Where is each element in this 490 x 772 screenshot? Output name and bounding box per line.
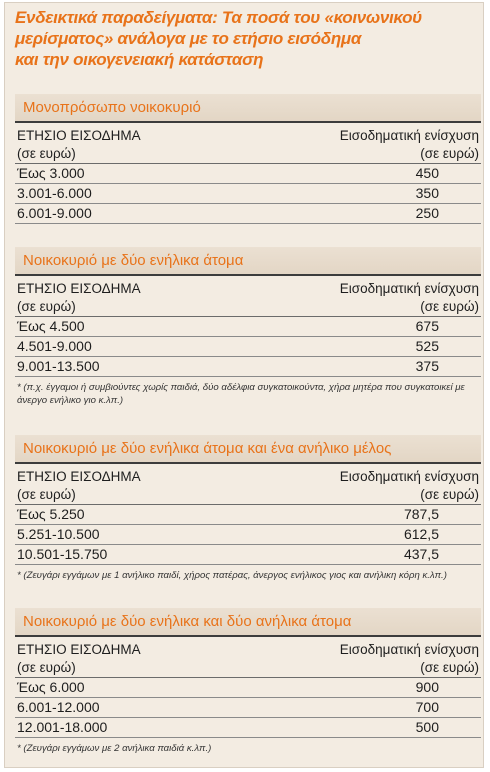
support-unit-label: (σε ευρώ) [420, 146, 479, 161]
support-unit-label: (σε ευρώ) [420, 660, 479, 675]
footnote: * (π.χ. έγγαμοι ή συμβιούντες χωρίς παιδ… [17, 382, 465, 406]
amount-cell: 375 [415, 358, 439, 374]
support-unit-label: (σε ευρώ) [420, 487, 479, 502]
amount-cell: 450 [415, 165, 439, 181]
column-header: ΕΤΗΣΙΟ ΕΙΣΟΔΗΜΑ (σε ευρώ) Εισοδηματική ε… [15, 123, 481, 163]
amount-cell: 675 [415, 318, 439, 334]
income-cell: 6.001-9.000 [17, 205, 92, 221]
income-column-label: ΕΤΗΣΙΟ ΕΙΣΟΔΗΜΑ [17, 128, 141, 143]
income-cell: 6.001-12.000 [17, 699, 100, 715]
infographic-frame: Ενδεικτικά παραδείγματα: Τα ποσά του «κο… [4, 2, 484, 768]
income-cell: 5.251-10.500 [17, 526, 100, 542]
table-row: 10.501-15.750 437,5 [15, 545, 481, 565]
section-heading: Μονοπρόσωπο νοικοκυριό [15, 94, 481, 123]
title-line: Ενδεικτικά παραδείγματα: Τα ποσά του «κο… [15, 8, 422, 27]
amount-cell: 500 [415, 719, 439, 735]
table-row: 6.001-12.000 700 [15, 698, 481, 718]
section-two-adults-one-minor: Νοικοκυριό με δύο ενήλικα άτομα και ένα … [15, 435, 481, 582]
title-line: μερίσματος» ανάλογα με το ετήσιο εισόδημ… [15, 29, 362, 48]
support-column-label: Εισοδηματική ενίσχυση [339, 281, 479, 296]
income-column-label: ΕΤΗΣΙΟ ΕΙΣΟΔΗΜΑ [17, 642, 141, 657]
table-row: 3.001-6.000 350 [15, 184, 481, 204]
section-heading: Νοικοκυριό με δύο ενήλικα άτομα και ένα … [15, 435, 481, 464]
income-unit-label: (σε ευρώ) [17, 660, 76, 675]
income-column-label: ΕΤΗΣΙΟ ΕΙΣΟΔΗΜΑ [17, 281, 141, 296]
table-row: Έως 5.250 787,5 [15, 505, 481, 525]
income-cell: 3.001-6.000 [17, 185, 92, 201]
table-row: 9.001-13.500 375 [15, 357, 481, 377]
income-unit-label: (σε ευρώ) [17, 299, 76, 314]
amount-cell: 350 [415, 185, 439, 201]
amount-cell: 437,5 [403, 546, 439, 562]
support-column-label: Εισοδηματική ενίσχυση [339, 469, 479, 484]
section-two-adults: Νοικοκυριό με δύο ενήλικα άτομα ΕΤΗΣΙΟ Ε… [15, 247, 481, 407]
amount-cell: 787,5 [403, 506, 439, 522]
income-unit-label: (σε ευρώ) [17, 487, 76, 502]
column-header: ΕΤΗΣΙΟ ΕΙΣΟΔΗΜΑ (σε ευρώ) Εισοδηματική ε… [15, 464, 481, 504]
table-row: 12.001-18.000 500 [15, 718, 481, 738]
table-row: Έως 6.000 900 [15, 678, 481, 698]
income-cell: 12.001-18.000 [17, 719, 108, 735]
income-cell: Έως 6.000 [17, 679, 85, 695]
section-heading: Νοικοκυριό με δύο ενήλικα άτομα [15, 247, 481, 276]
title-line: και την οικογενειακή κατάσταση [15, 50, 264, 69]
amount-cell: 525 [415, 338, 439, 354]
income-column-label: ΕΤΗΣΙΟ ΕΙΣΟΔΗΜΑ [17, 469, 141, 484]
amount-cell: 700 [415, 699, 439, 715]
income-cell: Έως 5.250 [17, 506, 85, 522]
table-row: 6.001-9.000 250 [15, 204, 481, 224]
amount-cell: 612,5 [403, 526, 439, 542]
amount-cell: 250 [415, 205, 439, 221]
amount-cell: 900 [415, 679, 439, 695]
column-header: ΕΤΗΣΙΟ ΕΙΣΟΔΗΜΑ (σε ευρώ) Εισοδηματική ε… [15, 276, 481, 316]
table-rows: Έως 3.000 450 3.001-6.000 350 6.001-9.00… [15, 163, 481, 224]
income-unit-label: (σε ευρώ) [17, 146, 76, 161]
footnote: * (Ζευγάρι εγγάμων με 2 ανήλικα παιδιά κ… [17, 743, 212, 754]
income-cell: Έως 4.500 [17, 318, 85, 334]
page-title: Ενδεικτικά παραδείγματα: Τα ποσά του «κο… [15, 7, 475, 70]
column-header: ΕΤΗΣΙΟ ΕΙΣΟΔΗΜΑ (σε ευρώ) Εισοδηματική ε… [15, 637, 481, 677]
section-two-adults-two-minors: Νοικοκυριό με δύο ενήλικα και δύο ανήλικ… [15, 608, 481, 755]
table-row: Έως 3.000 450 [15, 164, 481, 184]
support-column-label: Εισοδηματική ενίσχυση [339, 128, 479, 143]
section-single-person: Μονοπρόσωπο νοικοκυριό ΕΤΗΣΙΟ ΕΙΣΟΔΗΜΑ (… [15, 94, 481, 224]
table-rows: Έως 5.250 787,5 5.251-10.500 612,5 10.50… [15, 504, 481, 565]
support-column-label: Εισοδηματική ενίσχυση [339, 642, 479, 657]
income-cell: 9.001-13.500 [17, 358, 100, 374]
section-heading: Νοικοκυριό με δύο ενήλικα και δύο ανήλικ… [15, 608, 481, 637]
table-rows: Έως 4.500 675 4.501-9.000 525 9.001-13.5… [15, 316, 481, 377]
income-cell: 10.501-15.750 [17, 546, 108, 562]
footnote: * (Ζευγάρι εγγάμων με 1 ανήλικο παιδί, χ… [17, 570, 447, 581]
table-row: 5.251-10.500 612,5 [15, 525, 481, 545]
income-cell: Έως 3.000 [17, 165, 85, 181]
support-unit-label: (σε ευρώ) [420, 299, 479, 314]
table-row: Έως 4.500 675 [15, 317, 481, 337]
table-row: 4.501-9.000 525 [15, 337, 481, 357]
income-cell: 4.501-9.000 [17, 338, 92, 354]
table-rows: Έως 6.000 900 6.001-12.000 700 12.001-18… [15, 677, 481, 738]
